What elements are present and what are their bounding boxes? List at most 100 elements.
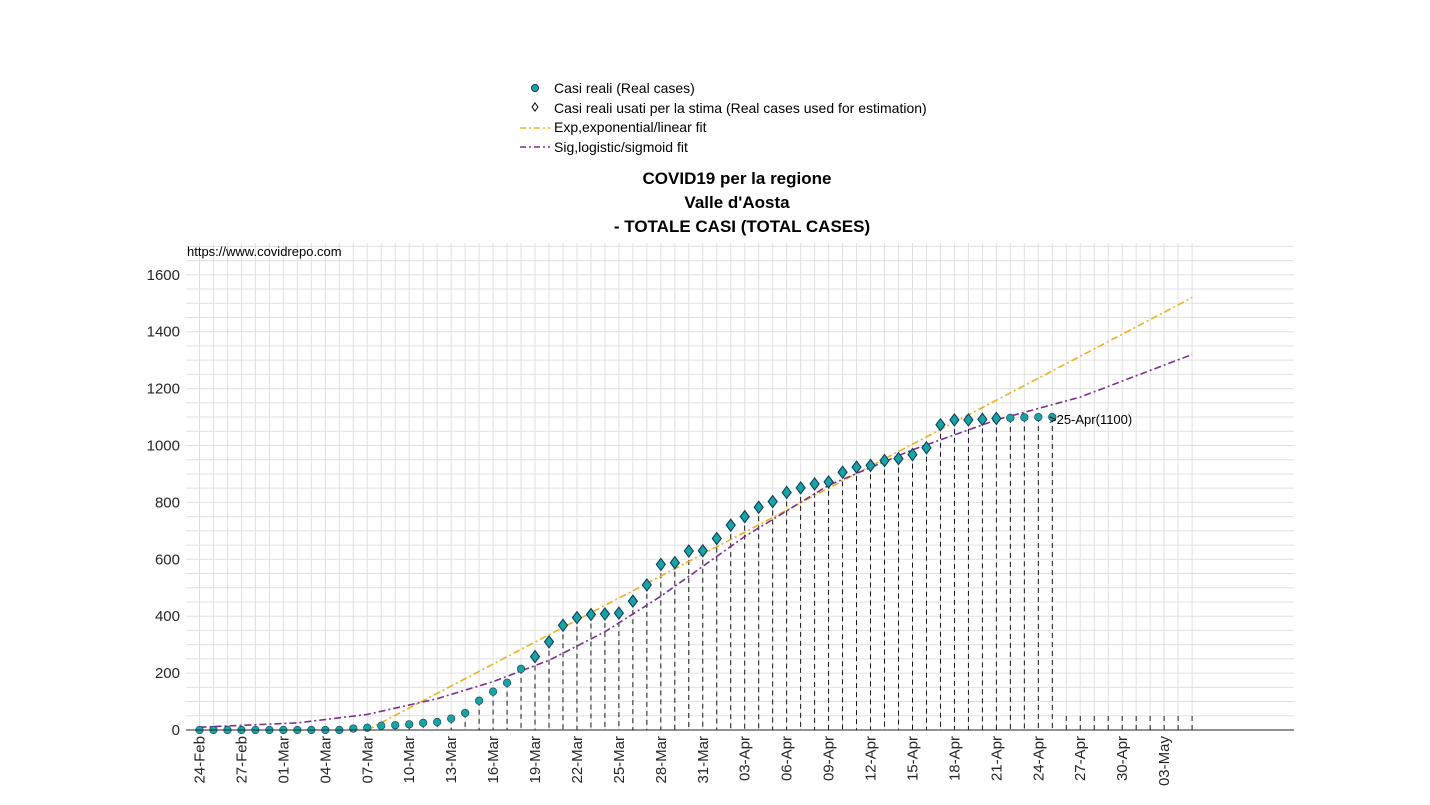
real-case-point xyxy=(447,714,456,723)
real-case-point xyxy=(391,721,400,730)
axis-layer: 0 200 400 600 800 1000 1200 1400 1600 24-Feb 27-Fe… xyxy=(147,267,1294,786)
estimation-case-point xyxy=(977,412,988,427)
estimation-case-point xyxy=(529,649,541,664)
real-case-point xyxy=(1034,412,1043,422)
x-tick-label: 04-Mar xyxy=(317,736,334,784)
estimation-case-point xyxy=(865,458,876,473)
estimation-case-point xyxy=(935,417,946,432)
estimation-case-point xyxy=(837,465,848,480)
y-tick-label: 600 xyxy=(155,551,180,568)
watermark-url: https://www.covidrepo.com xyxy=(187,244,342,259)
x-tick-label: 01-Mar xyxy=(275,736,292,784)
real-case-point xyxy=(419,718,428,727)
x-tick-label: 19-Mar xyxy=(527,736,544,784)
estimation-case-point xyxy=(823,474,834,489)
x-tick-label: 28-Mar xyxy=(653,736,670,784)
estimation-case-point xyxy=(655,557,667,572)
estimation-case-point xyxy=(851,460,862,475)
estimation-case-point xyxy=(739,509,750,524)
x-tick-label: 03-Apr xyxy=(737,736,754,781)
estimation-case-point xyxy=(795,480,806,495)
x-tick-label: 06-Apr xyxy=(779,736,796,781)
legend-label-real-cases: Casi reali (Real cases) xyxy=(554,80,695,96)
estimation-case-point xyxy=(627,594,639,609)
estimation-case-point xyxy=(585,607,597,622)
y-tick-label: 800 xyxy=(155,494,180,511)
estimation-case-point xyxy=(641,577,653,592)
x-tick-label: 22-Mar xyxy=(569,736,586,784)
x-tick-label: 03-May xyxy=(1156,736,1173,787)
real-case-point xyxy=(1006,413,1015,423)
x-tick-label: 21-Apr xyxy=(988,736,1005,781)
legend-label-exp-fit: Exp,exponential/linear fit xyxy=(554,119,707,135)
sigmoid-fit-line xyxy=(199,353,1193,728)
real-case-point xyxy=(1048,412,1057,422)
y-tick-label: 400 xyxy=(155,608,180,625)
x-tick-label: 12-Apr xyxy=(863,736,880,781)
title-line-3: - TOTALE CASI (TOTAL CASES) xyxy=(614,217,870,236)
estimation-case-point xyxy=(697,543,708,558)
x-tick-label: 24-Apr xyxy=(1030,736,1047,781)
legend-label-estimation-cases: Casi reali usati per la stima (Real case… xyxy=(554,100,927,116)
real-case-point xyxy=(475,696,484,705)
estimation-case-point xyxy=(613,606,625,620)
real-case-point xyxy=(488,687,498,696)
estimation-case-point xyxy=(543,634,555,649)
title-line-1: COVID19 per la regione xyxy=(643,169,832,188)
legend-marker-real-cases xyxy=(531,84,539,92)
estimation-case-point xyxy=(683,544,694,558)
legend-label-sig-fit: Sig,logistic/sigmoid fit xyxy=(554,139,688,155)
point-layer xyxy=(195,411,1057,735)
x-tick-label: 18-Apr xyxy=(946,736,963,781)
legend: Casi reali (Real cases) Casi reali usati… xyxy=(520,80,927,155)
estimation-case-point xyxy=(879,453,890,468)
estimation-case-point xyxy=(949,412,960,427)
estimation-case-point xyxy=(571,610,583,625)
x-tick-label: 07-Mar xyxy=(359,736,376,784)
estimation-case-point xyxy=(893,451,904,466)
estimation-case-point xyxy=(669,555,681,570)
estimation-case-point xyxy=(557,618,569,633)
estimation-case-point xyxy=(711,531,722,546)
x-tick-label: 24-Feb xyxy=(192,736,209,784)
x-tick-label: 31-Mar xyxy=(695,736,712,784)
fit-layer xyxy=(199,296,1193,731)
grid-layer xyxy=(186,243,1294,731)
x-tick-label: 09-Apr xyxy=(821,736,838,781)
estimation-case-point xyxy=(809,476,820,491)
exp-fit-line xyxy=(366,296,1193,731)
estimation-case-point xyxy=(781,485,792,500)
real-case-point xyxy=(433,717,442,727)
estimation-case-point xyxy=(753,500,764,515)
real-case-point xyxy=(377,721,386,730)
legend-marker-estimation-cases xyxy=(531,102,539,112)
title-line-2: Valle d'Aosta xyxy=(684,193,790,212)
real-case-point xyxy=(461,708,470,718)
x-tick-label: 10-Mar xyxy=(401,736,418,784)
real-case-point xyxy=(516,664,526,673)
estimation-case-point xyxy=(963,412,974,427)
estimation-case-point xyxy=(907,447,918,462)
real-case-point xyxy=(349,724,358,733)
y-tick-label: 1400 xyxy=(147,324,180,341)
x-tick-label: 16-Mar xyxy=(485,736,502,784)
estimation-case-point xyxy=(767,494,778,509)
real-case-point xyxy=(405,720,414,729)
y-tick-label: 1000 xyxy=(147,438,180,455)
y-tick-label: 1600 xyxy=(147,267,180,284)
stem-layer xyxy=(352,417,1193,730)
estimation-case-point xyxy=(991,411,1002,426)
y-tick-label: 1200 xyxy=(147,381,180,398)
y-tick-label: 0 xyxy=(172,722,180,739)
x-tick-label: 27-Feb xyxy=(233,736,250,784)
x-tick-label: 15-Apr xyxy=(904,736,921,781)
real-case-point xyxy=(1020,413,1029,422)
last-value-annotation: >25-Apr(1100) xyxy=(1049,412,1132,427)
x-tick-label: 30-Apr xyxy=(1114,736,1131,781)
x-tick-label: 13-Mar xyxy=(443,736,460,784)
y-tick-label: 200 xyxy=(155,665,180,682)
estimation-case-point xyxy=(725,518,736,533)
estimation-case-point xyxy=(599,607,611,621)
